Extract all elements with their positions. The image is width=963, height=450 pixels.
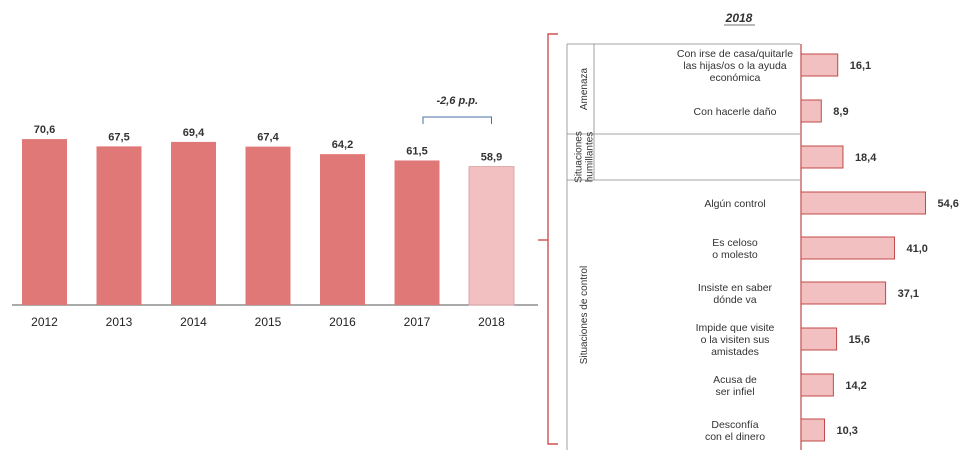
hbar-4: [800, 236, 895, 260]
bar-value-label-2014: 69,4: [183, 127, 205, 139]
bar-value-label-2013: 67,5: [108, 131, 129, 143]
hbar-1: [800, 99, 822, 123]
hbar-5: [800, 281, 887, 305]
bar-2014: [171, 141, 216, 305]
difference-annotation: -2,6 p.p.: [436, 95, 478, 107]
hbar-value-label-0: 16,1: [850, 60, 871, 72]
bar-value-label-2015: 67,4: [257, 132, 279, 144]
hbar-value-label-2: 18,4: [855, 152, 877, 164]
group-label-2: Situaciones de control: [579, 266, 590, 364]
category-label-6: Impide que visite o la visiten sus amistad…: [696, 322, 775, 358]
hbar-2: [800, 145, 844, 169]
group-label-0: Amenaza: [579, 67, 590, 110]
hbar-7: [800, 373, 834, 397]
x-tick-2017: 2017: [404, 315, 431, 329]
bar-2012: [22, 139, 67, 305]
bar-value-label-2017: 61,5: [406, 145, 427, 157]
breakdown-title: 2018: [725, 11, 753, 25]
category-label-0: Con irse de casa/quitarle las hijas/os o …: [677, 48, 793, 84]
difference-bracket: [422, 116, 492, 124]
x-tick-2016: 2016: [329, 315, 356, 329]
hbar-3: [800, 191, 926, 215]
x-tick-2015: 2015: [255, 315, 282, 329]
hbar-value-label-3: 54,6: [937, 198, 958, 210]
x-tick-2012: 2012: [31, 315, 58, 329]
hbar-value-label-7: 14,2: [845, 380, 866, 392]
bar-2016: [320, 154, 365, 305]
x-tick-2014: 2014: [180, 315, 207, 329]
category-label-5: Insiste en saber dónde va: [698, 282, 773, 306]
bar-value-label-2018: 58,9: [481, 152, 502, 164]
hbar-value-label-8: 10,3: [836, 425, 857, 437]
bar-2015: [245, 146, 291, 305]
category-label-8: Desconfía con el dinero: [705, 419, 765, 443]
hbar-8: [800, 418, 825, 442]
breakdown-bracket: [547, 33, 558, 445]
bar-value-label-2016: 64,2: [332, 139, 353, 151]
bar-2017: [394, 160, 440, 305]
bar-value-label-2012: 70,6: [34, 124, 55, 136]
hbar-value-label-6: 15,6: [849, 334, 870, 346]
bar-2013: [96, 146, 142, 305]
group-label-1: Situacioneshumillantes: [574, 131, 596, 183]
x-tick-2013: 2013: [106, 315, 133, 329]
category-label-1: Con hacerle daño: [694, 106, 777, 118]
hbar-value-label-5: 37,1: [898, 288, 919, 300]
hbar-value-label-4: 41,0: [906, 243, 927, 255]
category-label-7: Acusa de ser infiel: [713, 374, 757, 398]
x-tick-2018: 2018: [478, 315, 505, 329]
category-label-4: Es celoso o molesto: [712, 237, 758, 261]
bar-2018: [468, 166, 515, 306]
hbar-6: [800, 327, 838, 351]
category-label-3: Algún control: [704, 198, 765, 210]
hbar-value-label-1: 8,9: [833, 106, 848, 118]
hbar-0: [800, 53, 839, 77]
